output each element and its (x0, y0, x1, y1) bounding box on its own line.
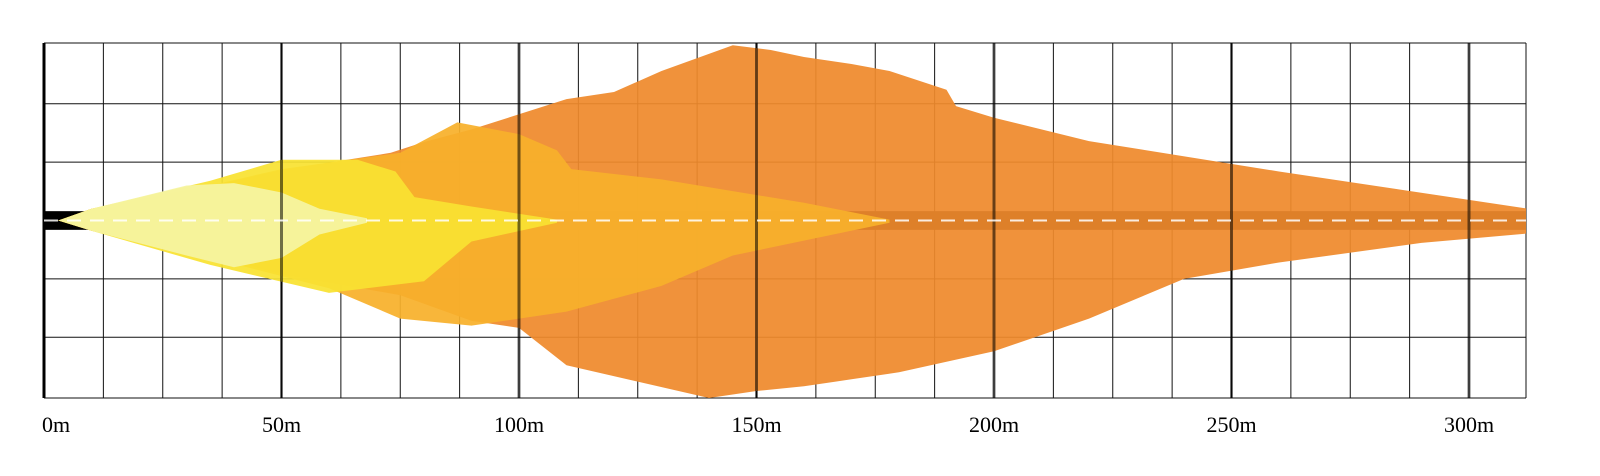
x-tick-label: 250m (1206, 412, 1256, 437)
x-tick-label: 0m (42, 412, 70, 437)
beam-areas (58, 45, 1526, 399)
beam-area-4 (58, 183, 368, 268)
x-tick-labels: 0m 50m 100m 150m 200m 250m 300m (42, 412, 1494, 437)
x-tick-label: 100m (494, 412, 544, 437)
x-tick-label: 200m (969, 412, 1019, 437)
x-tick-label: 300m (1444, 412, 1494, 437)
x-tick-label: 50m (262, 412, 301, 437)
x-tick-label: 150m (731, 412, 781, 437)
